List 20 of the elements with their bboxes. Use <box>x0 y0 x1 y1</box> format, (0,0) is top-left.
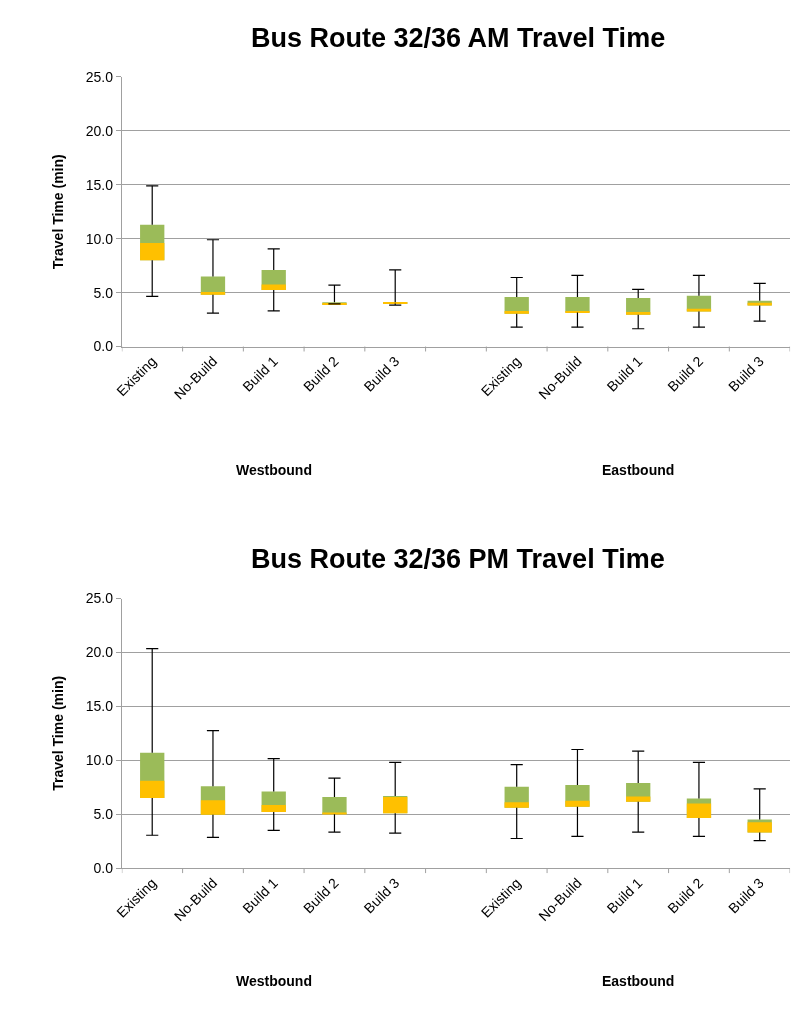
y-axis-title: Travel Time (min) <box>50 675 67 791</box>
y-tick-label: 10.0 <box>85 230 114 247</box>
y-axis-title: Travel Time (min) <box>50 154 67 270</box>
text: Westbound <box>236 973 312 989</box>
text: Eastbound <box>602 462 675 478</box>
text: Eastbound <box>602 973 675 989</box>
y-tick-label: 15.0 <box>85 698 114 715</box>
y-tick-label: 25.0 <box>85 590 114 607</box>
chart-title: Bus Route 32/36 PM Travel Time <box>251 544 665 574</box>
y-tick-label: 15.0 <box>85 176 114 193</box>
y-tick-label: 5.0 <box>93 284 114 301</box>
text: Westbound <box>236 462 312 478</box>
y-tick-label: 20.0 <box>85 644 114 661</box>
chart-title: Bus Route 32/36 AM Travel Time <box>251 23 666 53</box>
y-tick-label: 25.0 <box>85 68 114 85</box>
y-tick-label: 5.0 <box>93 806 114 823</box>
y-tick-label: 20.0 <box>85 122 114 139</box>
y-tick-label: 0.0 <box>93 860 114 877</box>
y-tick-label: 0.0 <box>93 338 114 355</box>
y-tick-label: 10.0 <box>85 752 114 769</box>
